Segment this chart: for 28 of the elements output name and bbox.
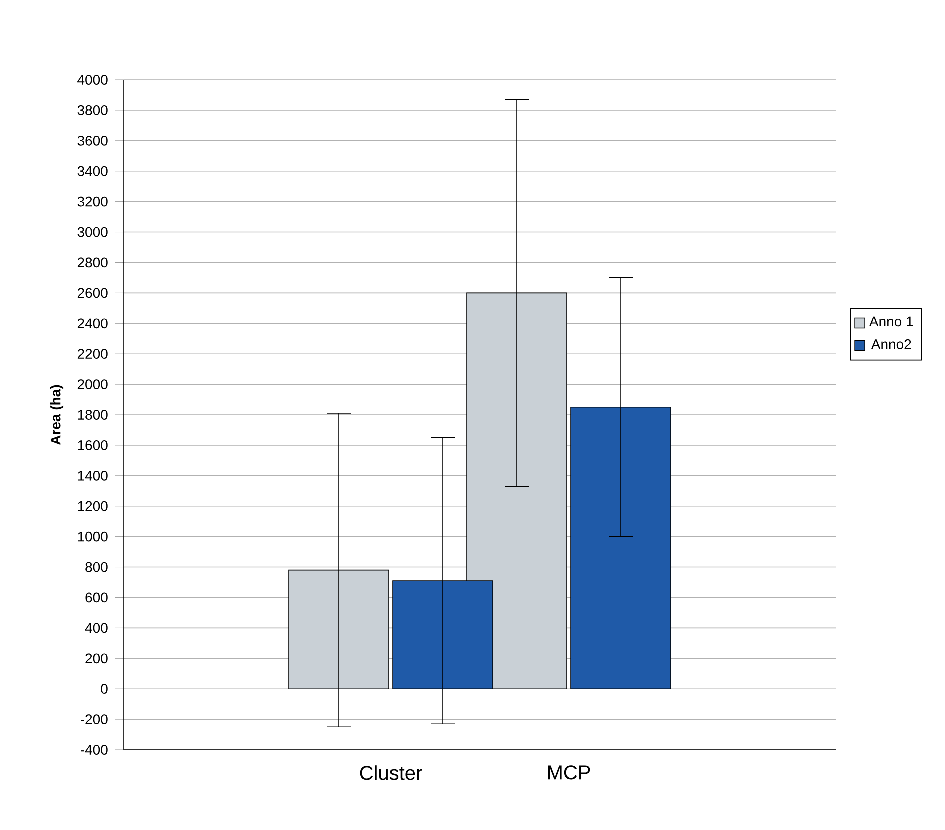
y-tick-label: 1600 [78,440,108,450]
x-tick-label: MCP [548,766,590,780]
y-tick-label: 1800 [78,410,108,420]
y-tick-label: 3400 [78,166,108,176]
y-tick-label: 800 [86,562,108,572]
y-tick-label: 1200 [78,501,108,512]
y-tick-label: 3000 [78,227,108,238]
y-tick-label: 2400 [78,318,108,329]
x-tick-label: Cluster [360,766,422,780]
y-tick-label: 200 [86,654,108,664]
y-tick-label: 400 [85,623,108,634]
y-tick-label: 2200 [78,349,108,360]
y-tick-label: 2000 [78,380,108,390]
y-tick-label: -400 [81,745,108,755]
legend-label: Anno2 [871,340,912,350]
y-tick-label: 1000 [78,532,108,542]
y-tick-label: 2800 [78,258,108,268]
y-tick-label: 3600 [78,136,108,146]
y-tick-label: -200 [81,714,108,724]
y-tick-label: 3800 [78,106,108,116]
y-tick-label: 2600 [78,288,108,298]
y-axis-title: Area (ha) [50,385,64,445]
y-tick-label: 1400 [78,470,108,481]
y-tick-label: 0 [101,684,108,694]
legend-label: Anno 1 [869,316,914,327]
y-tick-label: 3200 [78,196,108,207]
y-tick-label: 600 [86,592,108,603]
y-tick-label: 4000 [78,75,108,85]
